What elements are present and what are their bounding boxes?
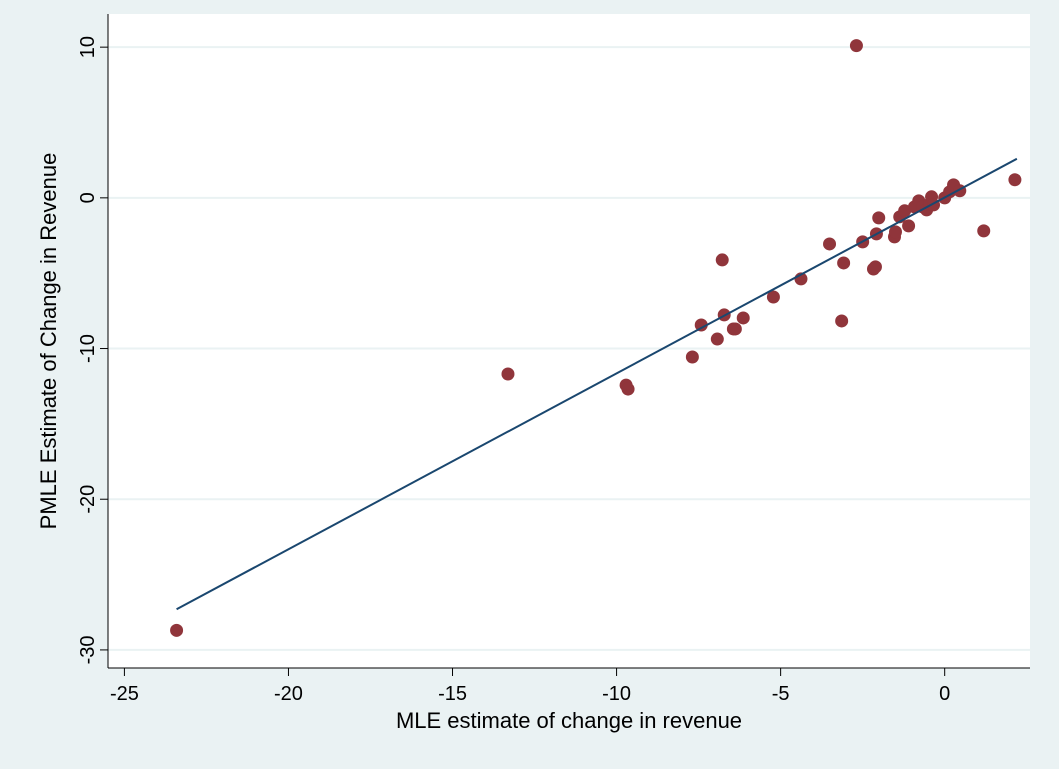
plot-area <box>108 14 1030 668</box>
point <box>868 260 882 274</box>
point <box>1008 173 1022 187</box>
y-tick-label: 0 <box>77 192 99 203</box>
x-axis-title: MLE estimate of change in revenue <box>396 708 742 733</box>
point <box>715 253 729 267</box>
point <box>902 219 916 233</box>
y-tick-label: -30 <box>77 635 99 664</box>
point <box>736 311 750 325</box>
y-axis-title: PMLE Estimate of Change in Revenue <box>36 153 61 530</box>
y-tick-label: -20 <box>77 485 99 514</box>
point <box>694 318 708 332</box>
x-tick-label: -15 <box>438 683 467 705</box>
point <box>872 211 886 225</box>
point <box>837 256 851 270</box>
point <box>685 350 699 364</box>
point <box>170 623 184 637</box>
point <box>710 332 724 346</box>
point <box>977 224 991 238</box>
x-tick-label: -10 <box>602 683 631 705</box>
point <box>823 237 837 251</box>
x-tick-label: 0 <box>939 683 950 705</box>
x-tick-label: -20 <box>274 683 303 705</box>
point <box>766 290 780 304</box>
y-tick-label: 10 <box>77 36 99 58</box>
point <box>728 322 742 336</box>
point <box>888 225 902 239</box>
point <box>835 314 849 328</box>
point <box>898 204 912 218</box>
point <box>621 382 635 396</box>
point <box>849 39 863 53</box>
x-tick-label: -25 <box>110 683 139 705</box>
y-tick-label: -10 <box>77 334 99 363</box>
fit-line <box>176 157 1018 611</box>
x-tick-label: -5 <box>772 683 790 705</box>
point <box>501 367 515 381</box>
